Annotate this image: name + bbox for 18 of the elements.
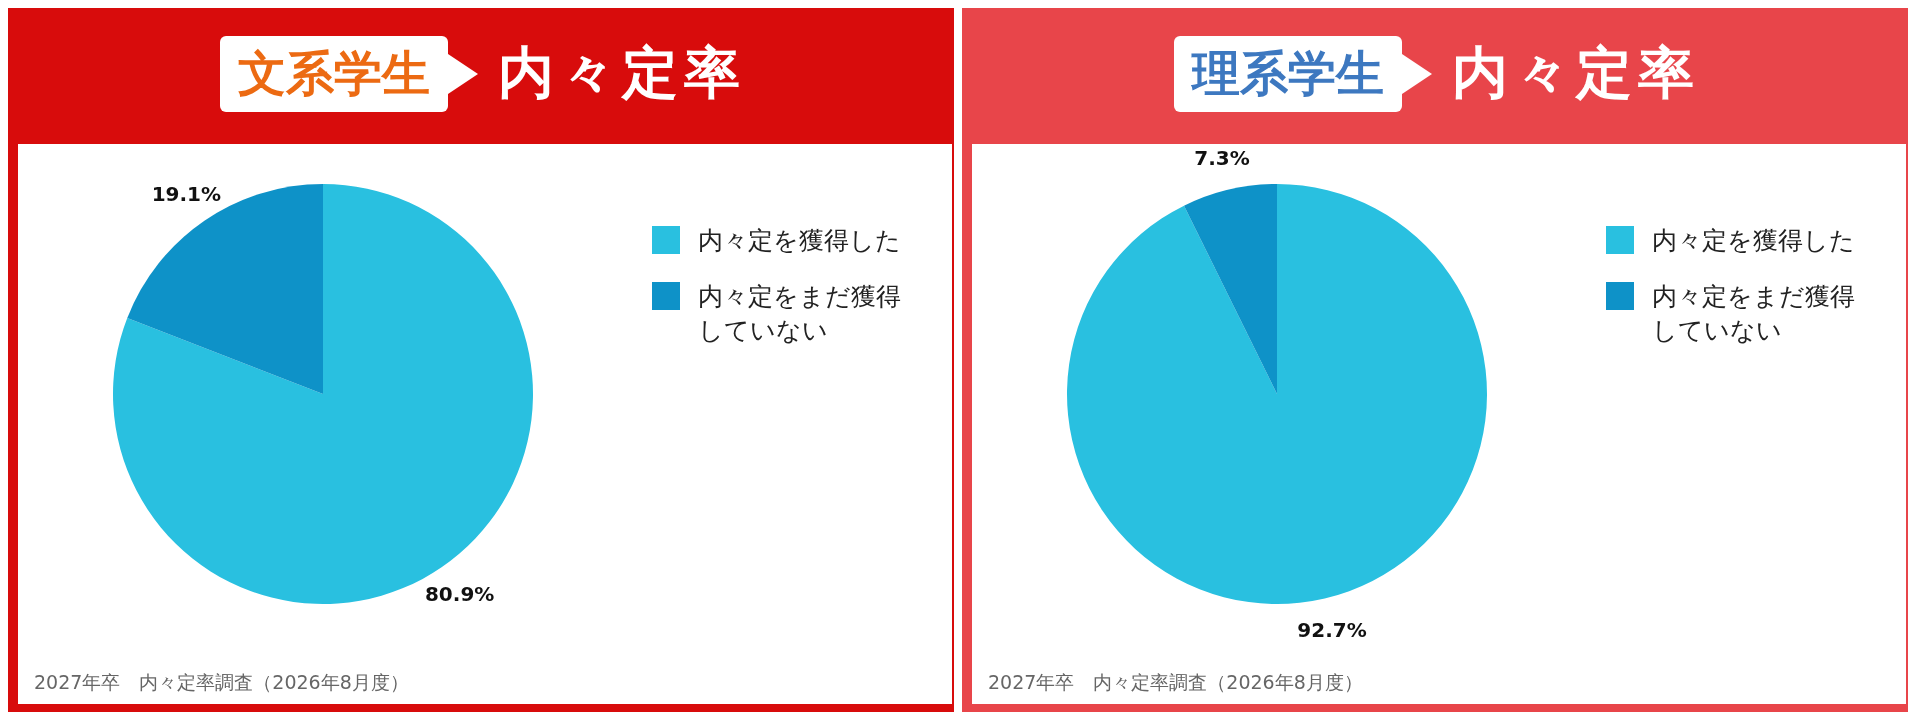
text: 2027年卒 内々定率調査（2026年8月度）	[988, 670, 1363, 695]
legend-label: 内々定を獲得した	[698, 225, 901, 257]
text: 2027年卒 内々定率調査（2026年8月度）	[34, 670, 409, 695]
chart-title: 文系学生	[220, 36, 448, 112]
chart-subtitle: 内々定率	[1452, 39, 1700, 107]
legend-label: 内々定をまだ獲得していない	[1652, 281, 1856, 347]
chart-subtitle: 内々定率	[498, 39, 746, 107]
legend-label: 内々定をまだ獲得していない	[698, 281, 902, 347]
data-label: 80.9%	[424, 581, 495, 606]
chart-title: 理系学生	[1174, 36, 1402, 112]
data-label: 19.1%	[151, 182, 222, 207]
pie-slice	[113, 184, 533, 604]
data-label: 92.7%	[1297, 617, 1367, 642]
data-label: 7.3%	[1194, 146, 1250, 171]
pie-slice	[127, 184, 323, 394]
pie-slice	[1067, 184, 1487, 604]
pie-slice	[1184, 184, 1277, 394]
legend-label: 内々定を獲得した	[1652, 225, 1855, 257]
